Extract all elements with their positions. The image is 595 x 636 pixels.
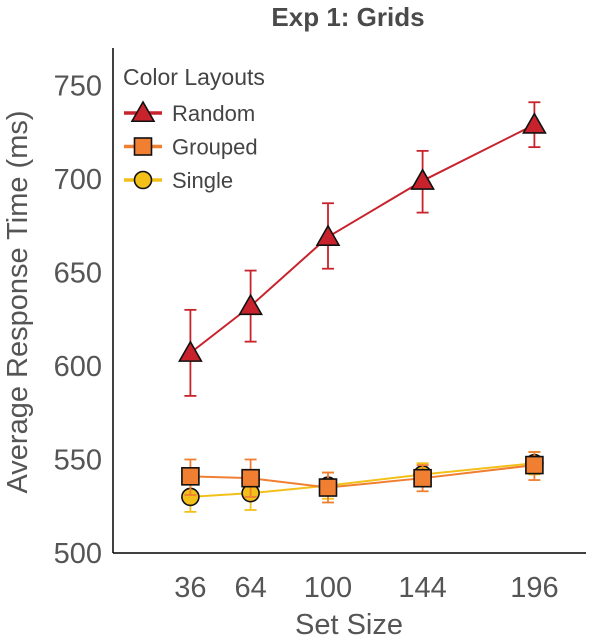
x-tick-label: 64 [234, 572, 266, 604]
legend-marker [130, 100, 156, 123]
data-point [525, 455, 544, 475]
data-point [522, 112, 547, 134]
legend-item-random: Random [124, 100, 255, 126]
y-tick-label: 750 [54, 70, 102, 102]
x-tick-label: 196 [510, 572, 558, 604]
x-tick-label: 100 [304, 572, 352, 604]
data-point [318, 478, 338, 497]
y-axis-label: Average Response Time (ms) [2, 110, 34, 493]
legend-marker [133, 170, 153, 190]
legend-label: Single [172, 168, 233, 193]
legend-marker [133, 137, 153, 156]
data-point [238, 293, 263, 316]
x-tick-label: 144 [398, 572, 446, 604]
legend: Color Layouts Random Grouped Single [123, 64, 265, 193]
data-point [241, 468, 260, 488]
y-tick-label: 550 [54, 444, 102, 476]
data-point [178, 340, 203, 362]
series-grouped [181, 451, 544, 504]
y-tick-label: 650 [54, 257, 102, 289]
y-tick-label: 700 [54, 164, 102, 196]
chart-title: Exp 1: Grids [271, 2, 424, 32]
data-point [315, 224, 341, 246]
data-point [181, 467, 200, 486]
x-axis-label: Set Size [295, 609, 403, 636]
y-tick-label: 500 [54, 538, 102, 570]
legend-item-grouped: Grouped [124, 135, 258, 160]
series-single [181, 451, 544, 513]
legend-label: Grouped [172, 135, 258, 160]
y-tick-label: 600 [54, 351, 102, 383]
legend-label: Random [172, 101, 255, 126]
legend-item-single: Single [124, 168, 233, 193]
x-tick-label: 36 [174, 572, 206, 604]
data-point [413, 468, 432, 488]
series-random [178, 101, 547, 397]
data-point [410, 168, 435, 190]
legend-title: Color Layouts [123, 64, 265, 90]
